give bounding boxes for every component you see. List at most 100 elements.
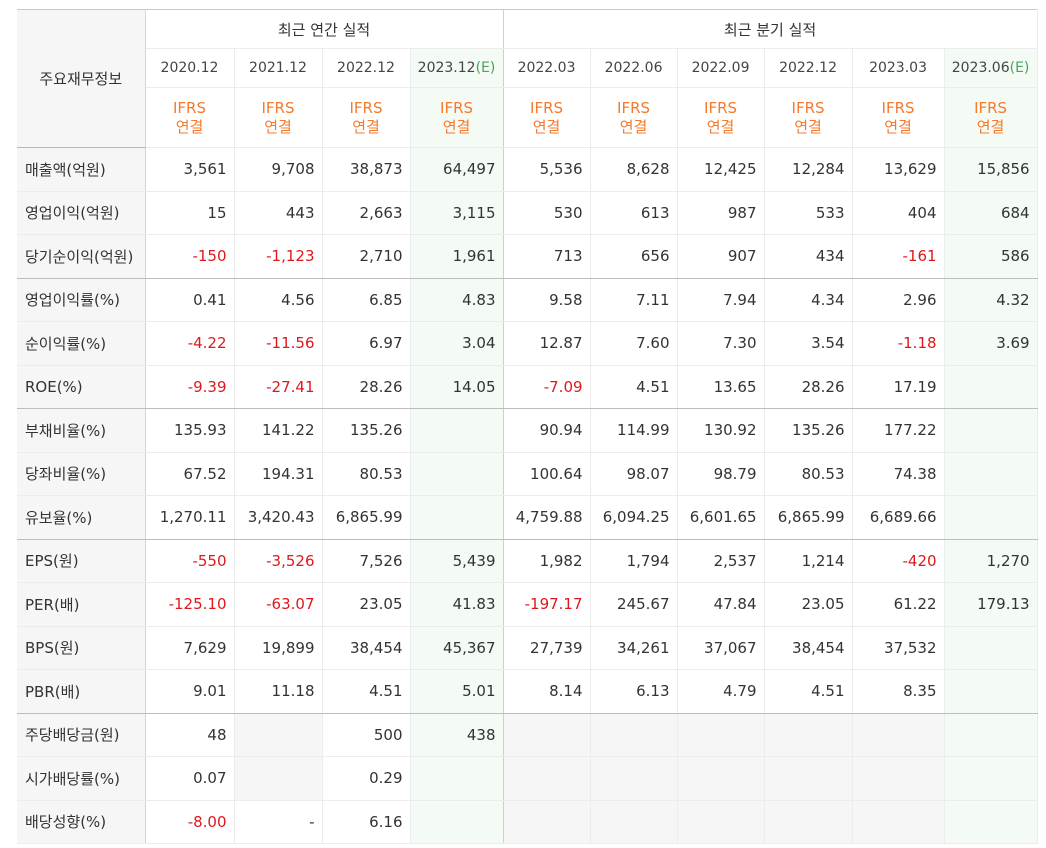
ifrs-label: IFRS <box>881 98 915 117</box>
table-cell: 13.65 <box>677 365 765 409</box>
table-cell <box>764 800 853 844</box>
table-cell: 4.79 <box>677 669 765 714</box>
ifrs-label: IFRS <box>173 98 206 117</box>
table-cell: 404 <box>852 191 945 235</box>
ifrs-header: IFRS 연결 <box>322 87 411 148</box>
table-cell: 438 <box>410 713 504 757</box>
period-label: 2022.06 <box>604 60 663 76</box>
table-cell: 74.38 <box>852 452 945 496</box>
period-header-row: 2020.12 2021.12 2022.12 2023.12(E) 2022.03 20… <box>17 48 1038 88</box>
table-cell <box>410 495 504 540</box>
table-cell: 6.13 <box>590 669 678 714</box>
table-cell: -1.18 <box>852 321 945 366</box>
table-cell: 1,982 <box>503 539 591 583</box>
table-cell: -550 <box>145 539 235 583</box>
table-cell: 4.34 <box>764 278 853 322</box>
table-row: 유보율(%) 1,270.11 3,420.43 6,865.99 4,759.88 6,… <box>17 495 1038 540</box>
table-cell: -27.41 <box>234 365 323 409</box>
table-row: 영업이익률(%) 0.41 4.56 6.85 4.83 9.58 7.11 7.94 4.34… <box>17 278 1038 322</box>
table-cell: 4.51 <box>590 365 678 409</box>
table-cell: 135.26 <box>322 408 411 453</box>
table-cell: 7,526 <box>322 539 411 583</box>
table-cell: 1,961 <box>410 234 504 279</box>
table-cell: 6.16 <box>322 800 411 844</box>
table-cell <box>503 800 591 844</box>
table-cell: 9.58 <box>503 278 591 322</box>
consolidated-label: 연결 <box>442 117 471 136</box>
table-cell: 8.14 <box>503 669 591 714</box>
table-cell: 4.32 <box>944 278 1038 322</box>
table-cell: 7.94 <box>677 278 765 322</box>
table-cell: 114.99 <box>590 408 678 453</box>
period-label: 2023.12 <box>417 60 476 76</box>
table-cell: 2,663 <box>322 191 411 235</box>
ifrs-header: IFRS 연결 <box>503 87 591 148</box>
table-cell <box>944 408 1038 453</box>
table-row: PER(배) -125.10 -63.07 23.05 41.83 -197.17 245.… <box>17 582 1038 627</box>
row-label: ROE(%) <box>17 365 146 409</box>
period-label: 2023.06 <box>951 60 1010 76</box>
row-label: 매출액(억원) <box>17 147 146 192</box>
table-cell <box>944 756 1038 801</box>
table-cell: 4,759.88 <box>503 495 591 540</box>
table-row: 당기순이익(억원) -150 -1,123 2,710 1,961 713 656 907 43… <box>17 234 1038 279</box>
table-cell: 2,537 <box>677 539 765 583</box>
table-cell: -3,526 <box>234 539 323 583</box>
annual-group-header: 최근 연간 실적 <box>145 9 504 49</box>
table-cell: 3.54 <box>764 321 853 366</box>
table-cell: 3.69 <box>944 321 1038 366</box>
table-cell: - <box>234 800 323 844</box>
table-row: 당좌비율(%) 67.52 194.31 80.53 100.64 98.07 98.79 8… <box>17 452 1038 496</box>
table-cell <box>944 452 1038 496</box>
ifrs-header-row: IFRS 연결 IFRS 연결 IFRS 연결 IFRS 연결 IFRS 연결 IFRS 연결 IFRS… <box>17 87 1038 148</box>
table-cell: 9,708 <box>234 147 323 192</box>
ifrs-label: IFRS <box>440 98 474 117</box>
ifrs-header: IFRS 연결 <box>944 87 1038 148</box>
row-label: 부채비율(%) <box>17 408 146 453</box>
table-cell: 533 <box>764 191 853 235</box>
table-cell: 67.52 <box>145 452 235 496</box>
table-cell: 0.07 <box>145 756 235 801</box>
table-cell: 27,739 <box>503 626 591 670</box>
ifrs-label: IFRS <box>530 98 564 117</box>
table-cell: -7.09 <box>503 365 591 409</box>
table-cell: 3.04 <box>410 321 504 366</box>
table-cell: 3,115 <box>410 191 504 235</box>
table-cell: 6,865.99 <box>764 495 853 540</box>
row-label: 배당성향(%) <box>17 800 146 844</box>
row-label: 당좌비율(%) <box>17 452 146 496</box>
table-row: 매출액(억원) 3,561 9,708 38,873 64,497 5,536 8,628 1… <box>17 147 1038 192</box>
table-cell: 80.53 <box>764 452 853 496</box>
table-cell: 19,899 <box>234 626 323 670</box>
table-row: EPS(원) -550 -3,526 7,526 5,439 1,982 1,794 2,53… <box>17 539 1038 583</box>
consolidated-label: 연결 <box>976 117 1005 136</box>
row-label: 주당배당금(원) <box>17 713 146 757</box>
table-cell: 23.05 <box>322 582 411 627</box>
table-cell: 47.84 <box>677 582 765 627</box>
table-cell: -420 <box>852 539 945 583</box>
table-cell: 3,420.43 <box>234 495 323 540</box>
table-cell: 38,454 <box>764 626 853 670</box>
estimate-mark: (E) <box>1009 60 1030 76</box>
table-cell: 3,561 <box>145 147 235 192</box>
table-cell: 12.87 <box>503 321 591 366</box>
table-cell: 656 <box>590 234 678 279</box>
table-cell: 17.19 <box>852 365 945 409</box>
table-cell <box>677 713 765 757</box>
table-cell <box>944 800 1038 844</box>
table-cell <box>590 800 678 844</box>
ifrs-header: IFRS 연결 <box>590 87 678 148</box>
table-cell: 2.96 <box>852 278 945 322</box>
table-row: BPS(원) 7,629 19,899 38,454 45,367 27,739 34,26… <box>17 626 1038 670</box>
row-label: 영업이익(억원) <box>17 191 146 235</box>
period-header: 2020.12 <box>145 48 235 88</box>
ifrs-header: IFRS 연결 <box>410 87 504 148</box>
table-cell <box>590 756 678 801</box>
table-cell: 194.31 <box>234 452 323 496</box>
table-cell: 7,629 <box>145 626 235 670</box>
table-row: 배당성향(%) -8.00-6.16 <box>17 800 1038 844</box>
table-cell: 713 <box>503 234 591 279</box>
table-cell: 1,794 <box>590 539 678 583</box>
ifrs-header: IFRS 연결 <box>234 87 323 148</box>
table-cell <box>944 365 1038 409</box>
